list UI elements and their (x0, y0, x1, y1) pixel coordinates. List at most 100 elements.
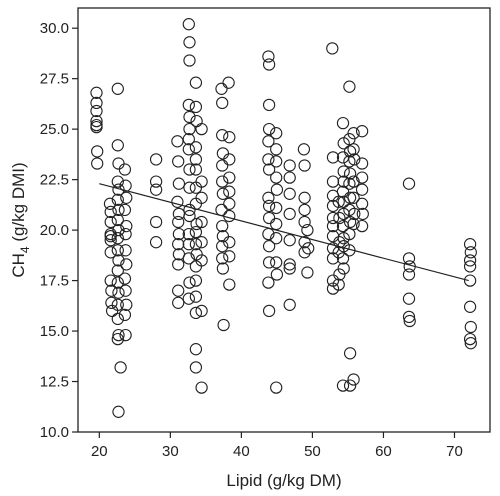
y-tick-label: 10.0 (40, 424, 69, 441)
data-point (119, 227, 132, 241)
data-point (114, 361, 127, 374)
data-point (189, 76, 203, 89)
data-point (189, 274, 203, 287)
data-point (336, 252, 350, 265)
data-point (183, 36, 196, 49)
data-point (262, 211, 276, 225)
data-point (298, 203, 311, 217)
y-tick-label: 25.0 (40, 121, 69, 138)
data-point (270, 155, 283, 168)
data-point (118, 203, 132, 217)
data-point (348, 207, 361, 221)
data-point (183, 181, 196, 194)
data-point (355, 219, 369, 233)
data-point (104, 234, 117, 247)
data-point (402, 292, 416, 305)
data-point (182, 18, 195, 31)
data-point (216, 129, 229, 142)
y-axis-title: CH4 (g/kg DMI) (9, 162, 32, 277)
data-point (183, 163, 196, 176)
data-point (111, 82, 124, 95)
data-point (216, 175, 229, 188)
data-point (171, 195, 184, 208)
data-point (262, 163, 276, 176)
data-point (223, 153, 236, 166)
data-point (149, 153, 163, 166)
data-point (302, 242, 315, 255)
data-point (270, 232, 283, 245)
data-point (90, 86, 103, 99)
data-point (104, 274, 117, 287)
data-point (182, 133, 195, 146)
data-point (463, 300, 477, 313)
data-point (111, 232, 124, 245)
data-point (216, 96, 229, 110)
data-point (195, 381, 208, 394)
data-point (172, 227, 186, 241)
data-point (355, 183, 369, 196)
data-point (464, 320, 477, 334)
data-point (216, 219, 229, 233)
data-point (343, 227, 356, 241)
data-point (189, 343, 203, 356)
x-tick-label: 40 (233, 443, 250, 460)
data-point (355, 171, 369, 184)
data-point (111, 332, 124, 346)
data-point (195, 215, 208, 229)
data-point (283, 207, 296, 221)
x-tick-label: 60 (375, 443, 392, 460)
data-point (111, 298, 124, 311)
data-point (270, 268, 284, 281)
data-point (182, 98, 195, 112)
data-point (332, 278, 345, 291)
data-point (172, 296, 185, 309)
data-point (222, 76, 235, 89)
data-point (182, 143, 195, 156)
data-point (182, 292, 195, 305)
data-point (337, 175, 350, 188)
data-point (336, 185, 350, 198)
data-point (118, 163, 132, 176)
data-point (270, 201, 283, 215)
data-point (189, 238, 203, 251)
data-point (195, 304, 208, 318)
data-point (183, 122, 196, 136)
data-point (119, 328, 132, 342)
data-point (119, 284, 132, 297)
data-point (262, 98, 276, 112)
data-point (195, 254, 208, 267)
data-point (112, 157, 125, 170)
data-point (326, 42, 339, 55)
data-point (402, 177, 416, 190)
regression-line (99, 183, 469, 282)
data-point (262, 135, 275, 148)
data-point (333, 211, 346, 225)
data-point (90, 96, 103, 110)
data-point (103, 197, 117, 210)
data-point (347, 191, 360, 204)
data-point (195, 175, 208, 188)
data-point (343, 379, 357, 392)
data-point (111, 312, 124, 326)
data-point (182, 227, 195, 241)
data-point (149, 183, 163, 196)
data-point (262, 153, 275, 166)
y-tick-label: 30.0 (40, 20, 69, 37)
data-point (298, 191, 311, 204)
data-point (172, 215, 185, 229)
data-point (270, 171, 283, 184)
data-point (403, 314, 416, 328)
data-point (112, 328, 125, 342)
data-point (189, 141, 203, 154)
data-point (326, 175, 340, 188)
data-point (90, 104, 103, 118)
data-point (326, 211, 340, 225)
data-point (270, 127, 283, 140)
data-point (343, 80, 356, 93)
data-point (402, 252, 416, 265)
data-point (111, 264, 124, 277)
data-point (223, 197, 236, 210)
data-point (104, 205, 117, 219)
data-point (463, 332, 477, 346)
data-point (172, 177, 186, 190)
